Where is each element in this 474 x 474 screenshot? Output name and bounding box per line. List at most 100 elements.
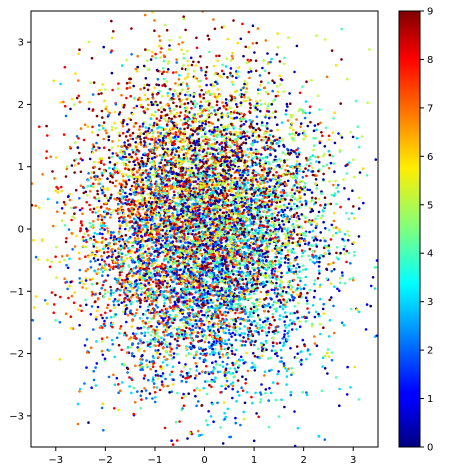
- scatter-point: [50, 260, 53, 264]
- scatter-point: [213, 92, 216, 96]
- scatter-point: [228, 331, 231, 335]
- scatter-point: [218, 270, 221, 274]
- scatter-point: [223, 135, 227, 139]
- scatter-point: [215, 103, 219, 107]
- scatter-point: [200, 226, 204, 229]
- scatter-point: [284, 109, 288, 112]
- scatter-point: [59, 185, 63, 189]
- scatter-point: [280, 398, 283, 402]
- scatter-point: [308, 111, 312, 115]
- scatter-point: [93, 238, 96, 242]
- scatter-point: [277, 235, 280, 239]
- scatter-point: [184, 241, 187, 244]
- scatter-point: [107, 138, 111, 142]
- scatter-point: [74, 158, 78, 161]
- scatter-point: [229, 112, 233, 116]
- scatter-point: [226, 37, 230, 41]
- scatter-point: [186, 64, 190, 67]
- scatter-point: [318, 314, 321, 318]
- scatter-point: [151, 219, 154, 223]
- scatter-point: [291, 290, 295, 294]
- scatter-point: [176, 352, 179, 356]
- scatter-point: [340, 136, 344, 139]
- scatter-point: [186, 75, 189, 79]
- scatter-point: [169, 148, 172, 152]
- scatter-point: [274, 155, 277, 158]
- scatter-point: [274, 94, 278, 98]
- scatter-point: [248, 76, 251, 80]
- scatter-point: [113, 249, 117, 252]
- scatter-point: [149, 167, 153, 171]
- scatter-point: [140, 287, 143, 290]
- scatter-point: [168, 391, 171, 394]
- scatter-point: [294, 267, 298, 270]
- scatter-point: [266, 225, 270, 229]
- scatter-point: [180, 103, 183, 106]
- scatter-point: [131, 131, 135, 135]
- scatter-point: [315, 128, 318, 132]
- scatter-point: [190, 63, 194, 67]
- scatter-point: [260, 80, 263, 83]
- scatter-point: [102, 247, 105, 251]
- scatter-point: [99, 313, 103, 317]
- scatter-point: [245, 87, 249, 90]
- scatter-point: [315, 260, 319, 264]
- scatter-point: [150, 113, 154, 116]
- scatter-point: [166, 231, 170, 234]
- scatter-point: [218, 54, 221, 58]
- scatter-point: [277, 415, 281, 418]
- scatter-point: [178, 220, 181, 224]
- scatter-point: [130, 325, 134, 328]
- scatter-point: [118, 169, 121, 173]
- scatter-point: [139, 141, 143, 144]
- scatter-point: [250, 321, 254, 324]
- scatter-point: [75, 234, 78, 238]
- scatter-point: [252, 439, 256, 443]
- scatter-point: [184, 93, 187, 97]
- scatter-point: [256, 194, 259, 197]
- scatter-point: [87, 107, 91, 111]
- scatter-point: [287, 335, 290, 338]
- scatter-point: [85, 229, 89, 233]
- scatter-point: [275, 85, 279, 88]
- scatter-point: [65, 165, 69, 168]
- scatter-point: [246, 170, 250, 173]
- scatter-point: [146, 192, 149, 196]
- scatter-point: [303, 182, 307, 185]
- scatter-point: [237, 198, 240, 201]
- scatter-point: [78, 268, 82, 272]
- scatter-point: [86, 351, 89, 354]
- scatter-point: [221, 251, 224, 254]
- scatter-point: [124, 227, 127, 231]
- scatter-point: [258, 318, 262, 322]
- scatter-point: [189, 318, 192, 322]
- scatter-point: [179, 239, 182, 243]
- scatter-point: [154, 188, 157, 191]
- scatter-point: [145, 293, 148, 297]
- scatter-point: [128, 156, 131, 159]
- scatter-point: [114, 126, 118, 130]
- scatter-point: [298, 195, 302, 198]
- scatter-point: [118, 197, 121, 200]
- scatter-point: [281, 164, 285, 167]
- scatter-point: [132, 106, 136, 110]
- scatter-point: [103, 264, 107, 267]
- scatter-point: [120, 255, 123, 259]
- scatter-point: [284, 113, 288, 116]
- scatter-point: [124, 278, 127, 282]
- scatter-point: [71, 215, 74, 218]
- scatter-point: [115, 336, 119, 340]
- scatter-point: [88, 157, 92, 161]
- scatter-point: [142, 325, 146, 329]
- scatter-point: [146, 340, 149, 344]
- scatter-point: [251, 263, 255, 266]
- scatter-point: [180, 88, 184, 91]
- scatter-point: [141, 358, 144, 361]
- scatter-point: [97, 271, 100, 275]
- scatter-point: [204, 179, 207, 183]
- scatter-point: [234, 416, 237, 420]
- scatter-point: [134, 141, 137, 144]
- scatter-point: [59, 82, 62, 86]
- scatter-point: [215, 54, 218, 58]
